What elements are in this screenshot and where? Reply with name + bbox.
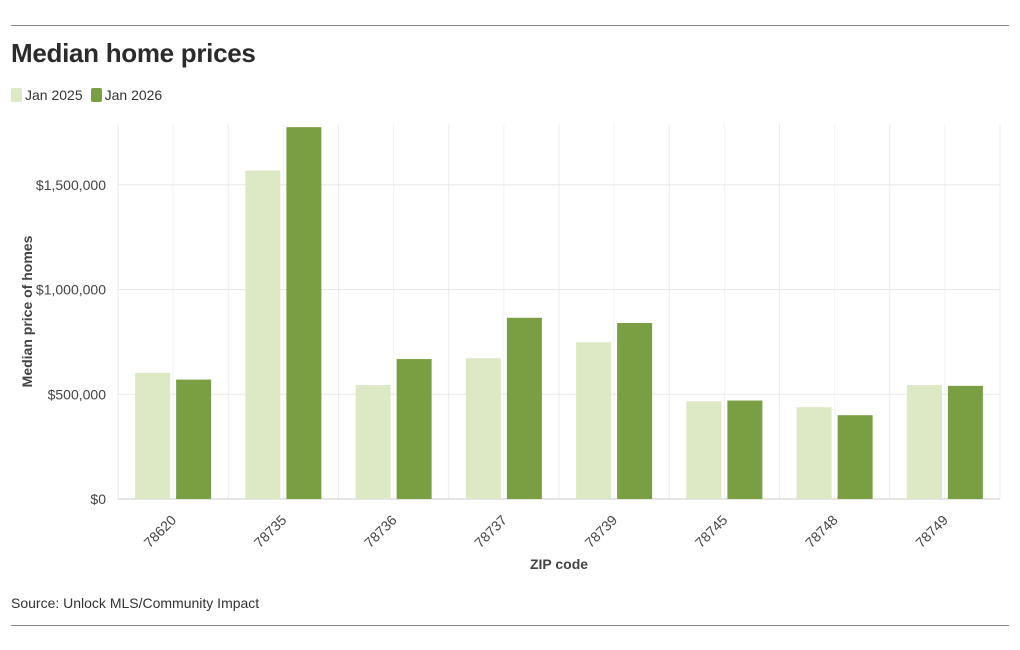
bar-jan-2026-78735 <box>286 127 322 499</box>
y-tick-label: $1,500,000 <box>36 177 106 193</box>
y-tick-label: $0 <box>90 491 106 507</box>
y-tick-label: $1,000,000 <box>36 282 106 298</box>
legend-item-jan-2026: Jan 2026 <box>90 87 163 103</box>
legend-item-jan-2025: Jan 2025 <box>11 87 83 103</box>
legend: Jan 2025 Jan 2026 <box>11 87 170 103</box>
bar-jan-2025-78736 <box>355 385 391 499</box>
y-tick-label: $500,000 <box>48 386 107 402</box>
y-axis-title: Median price of homes <box>19 235 35 387</box>
bar-jan-2026-78739 <box>617 323 653 499</box>
bar-jan-2026-78748 <box>837 415 873 499</box>
legend-swatch-jan-2026 <box>90 88 102 102</box>
bar-jan-2026-78736 <box>396 359 432 499</box>
x-tick-label: 78736 <box>361 512 400 551</box>
bar-jan-2026-78745 <box>727 400 763 499</box>
legend-label-jan-2026: Jan 2026 <box>104 87 163 103</box>
x-tick-label: 78620 <box>140 512 179 551</box>
source-note: Source: Unlock MLS/Community Impact <box>11 595 260 611</box>
bar-jan-2025-78620 <box>135 372 171 499</box>
bar-jan-2025-78749 <box>906 385 942 499</box>
x-axis-title: ZIP code <box>530 556 588 572</box>
bar-jan-2025-78748 <box>796 407 832 499</box>
bar-jan-2026-78749 <box>947 385 983 499</box>
bar-jan-2025-78735 <box>245 170 281 500</box>
legend-label-jan-2025: Jan 2025 <box>25 87 83 103</box>
x-tick-label: 78745 <box>692 512 731 551</box>
x-tick-label: 78735 <box>251 512 290 551</box>
x-tick-label: 78737 <box>471 512 510 551</box>
chart-title: Median home prices <box>11 38 256 68</box>
bar-jan-2026-78737 <box>506 317 542 499</box>
legend-swatch-jan-2025 <box>11 88 22 102</box>
x-tick-label: 78739 <box>581 512 620 551</box>
bar-jan-2025-78739 <box>576 342 612 499</box>
x-tick-label: 78749 <box>912 512 951 551</box>
top-rule <box>11 25 1009 26</box>
bar-jan-2025-78737 <box>465 358 501 499</box>
x-tick-label: 78748 <box>802 512 841 551</box>
bottom-rule <box>11 625 1009 626</box>
bar-jan-2025-78745 <box>686 401 722 499</box>
bar-jan-2026-78620 <box>176 379 212 499</box>
